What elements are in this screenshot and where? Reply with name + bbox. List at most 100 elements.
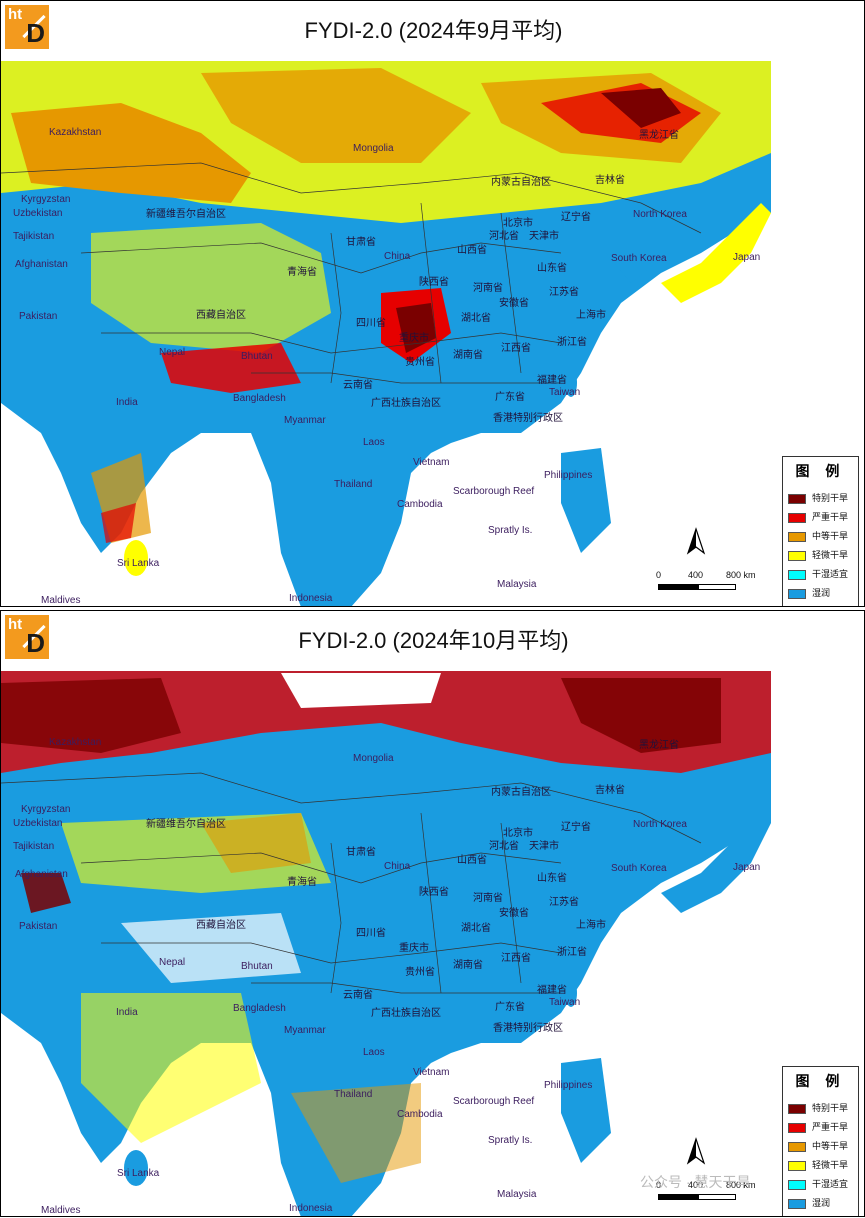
place-label: Sri Lanka (117, 1168, 160, 1179)
legend-swatch (788, 493, 806, 504)
place-label: Maldives (41, 595, 81, 606)
place-label: South Korea (611, 253, 667, 264)
legend-label: 中等干旱 (812, 531, 849, 541)
place-label: 上海市 (576, 920, 606, 931)
place-label: Vietnam (413, 1067, 450, 1078)
place-label: 北京市 (503, 218, 533, 229)
place-label: 贵州省 (405, 967, 435, 978)
north-arrow-icon (686, 527, 706, 555)
place-label: 香港特别行政区 (493, 1023, 563, 1034)
place-label: Pakistan (19, 921, 58, 932)
legend-swatch (788, 1160, 806, 1171)
place-label: 湖北省 (461, 923, 491, 934)
place-label: 甘肃省 (346, 847, 376, 858)
place-label: 贵州省 (405, 357, 435, 368)
scale-label: 400 (688, 570, 704, 580)
place-label: Kyrgyzstan (21, 804, 71, 815)
place-label: 湖南省 (453, 350, 483, 361)
legend-label: 中等干旱 (812, 1141, 849, 1151)
place-label: Laos (363, 437, 385, 448)
legend-label: 轻微干旱 (812, 1160, 849, 1170)
place-label: North Korea (633, 209, 687, 220)
place-label: Kazakhstan (49, 737, 102, 748)
place-label: Tajikistan (13, 231, 55, 242)
place-label: Kyrgyzstan (21, 194, 71, 205)
place-label: 浙江省 (557, 337, 587, 348)
legend-swatch (788, 531, 806, 542)
place-label: Japan (733, 862, 761, 873)
place-label: 四川省 (356, 318, 386, 329)
legend-label: 严重干旱 (812, 512, 849, 522)
place-label: Malaysia (497, 1189, 537, 1200)
place-label: Taiwan (549, 997, 581, 1008)
place-label: 青海省 (287, 877, 317, 888)
legend-swatch (788, 1103, 806, 1114)
place-label: 甘肃省 (346, 237, 376, 248)
place-label: 湖南省 (453, 960, 483, 971)
legend-swatch (788, 512, 806, 523)
place-label: China (384, 251, 411, 262)
place-label: 广东省 (495, 1002, 525, 1013)
place-label: Tajikistan (13, 841, 55, 852)
legend-label: 特别干旱 (812, 1103, 849, 1113)
place-label: 黑龙江省 (639, 740, 679, 751)
place-label: Bhutan (241, 961, 273, 972)
place-label: 重庆市 (399, 333, 429, 344)
place-label: Uzbekistan (13, 818, 63, 829)
place-label: 福建省 (537, 985, 567, 996)
place-label: 吉林省 (595, 175, 625, 186)
place-label: Thailand (334, 1089, 373, 1100)
place-label: 江西省 (501, 343, 531, 354)
place-label: 河北省 (489, 231, 519, 242)
scale-bar: 0 400 800 km (656, 570, 766, 594)
place-label: 江苏省 (549, 897, 579, 908)
place-label: Afghanistan (15, 259, 68, 270)
place-label: 重庆市 (399, 943, 429, 954)
legend-swatch (788, 1179, 806, 1190)
place-label: Indonesia (289, 593, 333, 604)
place-label: 云南省 (343, 380, 373, 391)
legend-swatch (788, 550, 806, 561)
place-label: Myanmar (284, 415, 326, 426)
place-label: 西藏自治区 (196, 920, 246, 931)
legend-label: 严重干旱 (812, 1122, 849, 1132)
place-label: Spratly Is. (488, 525, 533, 536)
place-label: Philippines (544, 470, 593, 481)
place-label: 广西壮族自治区 (371, 398, 441, 409)
legend-swatch (788, 569, 806, 580)
place-label: Mongolia (353, 143, 394, 154)
legend-label: 湿润 (812, 588, 831, 598)
place-label: Uzbekistan (13, 208, 63, 219)
place-label: 青海省 (287, 267, 317, 278)
map-legend: 图 例 特别干旱 严重干旱 中等干旱 轻微干旱 干湿适宜 湿润 (782, 1066, 859, 1216)
place-label: 河北省 (489, 841, 519, 852)
map-legend: 图 例 特别干旱 严重干旱 中等干旱 轻微干旱 干湿适宜 湿润 (782, 456, 859, 606)
place-label: 湖北省 (461, 313, 491, 324)
legend-title: 图 例 (795, 463, 846, 479)
place-label: 四川省 (356, 928, 386, 939)
drought-map-september (1, 53, 771, 606)
place-label: Scarborough Reef (453, 486, 535, 497)
place-label: 天津市 (529, 231, 559, 242)
place-label: Vietnam (413, 457, 450, 468)
place-label: Pakistan (19, 311, 58, 322)
place-label: 辽宁省 (561, 822, 591, 833)
place-label: Laos (363, 1047, 385, 1058)
place-label: Malaysia (497, 579, 537, 590)
place-label: 黑龙江省 (639, 130, 679, 141)
map-panel-october: ht D FYDI-2.0 (2024年10月平均) Kazakhstan (0, 610, 865, 1217)
place-label: Cambodia (397, 499, 443, 510)
legend-label: 轻微干旱 (812, 550, 849, 560)
map-title: FYDI-2.0 (2024年10月平均) (298, 628, 569, 653)
place-label: 天津市 (529, 841, 559, 852)
place-label: 安徽省 (499, 298, 529, 309)
place-label: Bangladesh (233, 393, 286, 404)
watermark: 公众号 · 慧天干旱 (640, 1174, 751, 1190)
place-label: 香港特别行政区 (493, 413, 563, 424)
place-label: 浙江省 (557, 947, 587, 958)
place-label: 福建省 (537, 375, 567, 386)
place-label: 广西壮族自治区 (371, 1008, 441, 1019)
place-label: 陕西省 (419, 277, 449, 288)
place-label: 西藏自治区 (196, 310, 246, 321)
place-label: 辽宁省 (561, 212, 591, 223)
